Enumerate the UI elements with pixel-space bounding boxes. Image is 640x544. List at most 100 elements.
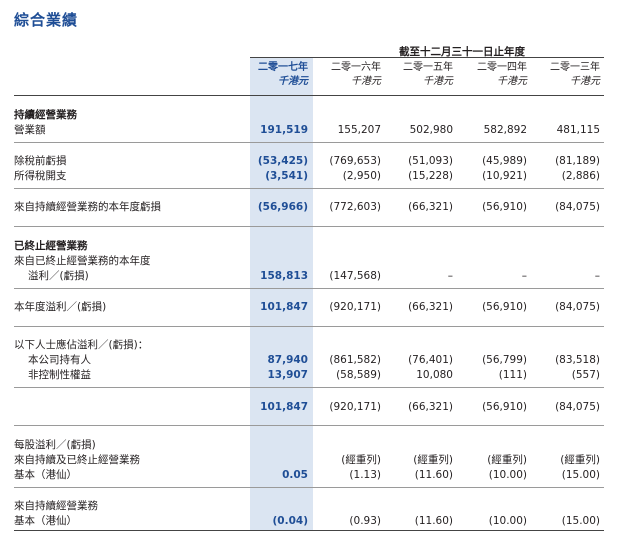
cell-value: (84,075) — [555, 301, 600, 313]
unit-header-3: 千港元 — [497, 76, 527, 87]
page-title: 綜合業績 — [14, 11, 79, 29]
row-label: 本公司持有人 — [28, 354, 91, 366]
cell-value: (66,321) — [408, 401, 453, 413]
cell-value: (58,589) — [336, 369, 381, 381]
cell-value: 13,907 — [267, 369, 308, 381]
row-divider — [14, 326, 604, 327]
year-header-0: 二零一七年 — [258, 62, 308, 73]
row-label: 基本（港仙） — [14, 469, 77, 481]
cell-value: 10,080 — [416, 369, 453, 381]
cell-value: 155,207 — [337, 124, 381, 136]
row-label: 以下人士應佔溢利／(虧損)： — [14, 339, 149, 351]
cell-value: (56,910) — [482, 201, 527, 213]
cell-value: (84,075) — [555, 401, 600, 413]
cell-value: (經重列) — [560, 454, 600, 466]
cell-value: (56,966) — [257, 201, 308, 213]
cell-value: (3,541) — [265, 170, 308, 182]
row-label: 已終止經營業務 — [14, 240, 88, 252]
cell-value: 481,115 — [556, 124, 600, 136]
cell-value: 191,519 — [260, 124, 308, 136]
cell-value: 101,847 — [260, 401, 308, 413]
cell-value: (920,171) — [329, 401, 381, 413]
cell-value: (經重列) — [487, 454, 527, 466]
cell-value: (81,189) — [555, 155, 600, 167]
cell-value: (經重列) — [413, 454, 453, 466]
cell-value: 582,892 — [483, 124, 527, 136]
row-label: 來自已終止經營業務的本年度 — [14, 255, 151, 267]
cell-value: (15.00) — [561, 469, 600, 481]
cell-value: (772,603) — [329, 201, 381, 213]
cell-value: (10.00) — [488, 515, 527, 527]
cell-value: (66,321) — [408, 201, 453, 213]
row-label: 來自持續經營業務 — [14, 500, 98, 512]
cell-value: (76,401) — [408, 354, 453, 366]
row-label: 來自持續及已終止經營業務 — [14, 454, 140, 466]
row-divider — [14, 288, 604, 289]
row-label: 溢利／(虧損) — [28, 270, 89, 282]
cell-value: (769,653) — [329, 155, 381, 167]
cell-value: (2,950) — [342, 170, 381, 182]
cell-value: (15,228) — [408, 170, 453, 182]
cell-value: (11.60) — [414, 515, 453, 527]
period-heading: 截至十二月三十一日止年度 — [399, 46, 525, 58]
cell-value: (0.04) — [272, 515, 308, 527]
cell-value: – — [521, 270, 527, 282]
header-rule — [250, 57, 604, 58]
cell-value: (10,921) — [482, 170, 527, 182]
cell-value: 87,940 — [267, 354, 308, 366]
row-divider — [14, 387, 604, 388]
cell-value: (53,425) — [257, 155, 308, 167]
cell-value: (45,989) — [482, 155, 527, 167]
row-label: 非控制性權益 — [28, 369, 91, 381]
unit-header-0: 千港元 — [278, 76, 308, 87]
year-header-3: 二零一四年 — [477, 62, 527, 73]
row-divider — [14, 425, 604, 426]
year-header-4: 二零一三年 — [550, 62, 600, 73]
cell-value: (經重列) — [341, 454, 381, 466]
cell-value: (861,582) — [329, 354, 381, 366]
cell-value: – — [594, 270, 600, 282]
cell-value: 0.05 — [282, 469, 308, 481]
cell-value: 158,813 — [260, 270, 308, 282]
year-header-2: 二零一五年 — [403, 62, 453, 73]
row-label: 除稅前虧損 — [14, 155, 67, 167]
row-label: 基本（港仙） — [14, 515, 77, 527]
row-divider — [14, 530, 604, 531]
cell-value: (56,799) — [482, 354, 527, 366]
row-label: 本年度溢利／(虧損) — [14, 301, 107, 313]
cell-value: (11.60) — [414, 469, 453, 481]
cell-value: (147,568) — [329, 270, 381, 282]
row-divider — [14, 142, 604, 143]
row-label: 持續經營業務 — [14, 109, 77, 121]
row-divider — [14, 95, 604, 96]
cell-value: (56,910) — [482, 301, 527, 313]
unit-header-2: 千港元 — [423, 76, 453, 87]
cell-value: (56,910) — [482, 401, 527, 413]
cell-value: 502,980 — [409, 124, 453, 136]
row-label: 所得稅開支 — [14, 170, 67, 182]
cell-value: (2,886) — [561, 170, 600, 182]
cell-value: (83,518) — [555, 354, 600, 366]
unit-header-1: 千港元 — [351, 76, 381, 87]
cell-value: (66,321) — [408, 301, 453, 313]
row-divider — [14, 226, 604, 227]
row-label: 營業額 — [14, 124, 46, 136]
cell-value: (10.00) — [488, 469, 527, 481]
cell-value: (557) — [571, 369, 600, 381]
cell-value: (15.00) — [561, 515, 600, 527]
unit-header-4: 千港元 — [570, 76, 600, 87]
cell-value: (0.93) — [349, 515, 381, 527]
row-divider — [14, 487, 604, 488]
cell-value: (84,075) — [555, 201, 600, 213]
cell-value: (51,093) — [408, 155, 453, 167]
row-label: 來自持續經營業務的本年度虧損 — [14, 201, 161, 213]
row-label: 每股溢利／(虧損) — [14, 439, 96, 451]
cell-value: (1.13) — [349, 469, 381, 481]
cell-value: (111) — [498, 369, 527, 381]
current-year-highlight — [250, 58, 313, 531]
cell-value: (920,171) — [329, 301, 381, 313]
cell-value: – — [447, 270, 453, 282]
cell-value: 101,847 — [260, 301, 308, 313]
year-header-1: 二零一六年 — [331, 62, 381, 73]
row-divider — [14, 188, 604, 189]
